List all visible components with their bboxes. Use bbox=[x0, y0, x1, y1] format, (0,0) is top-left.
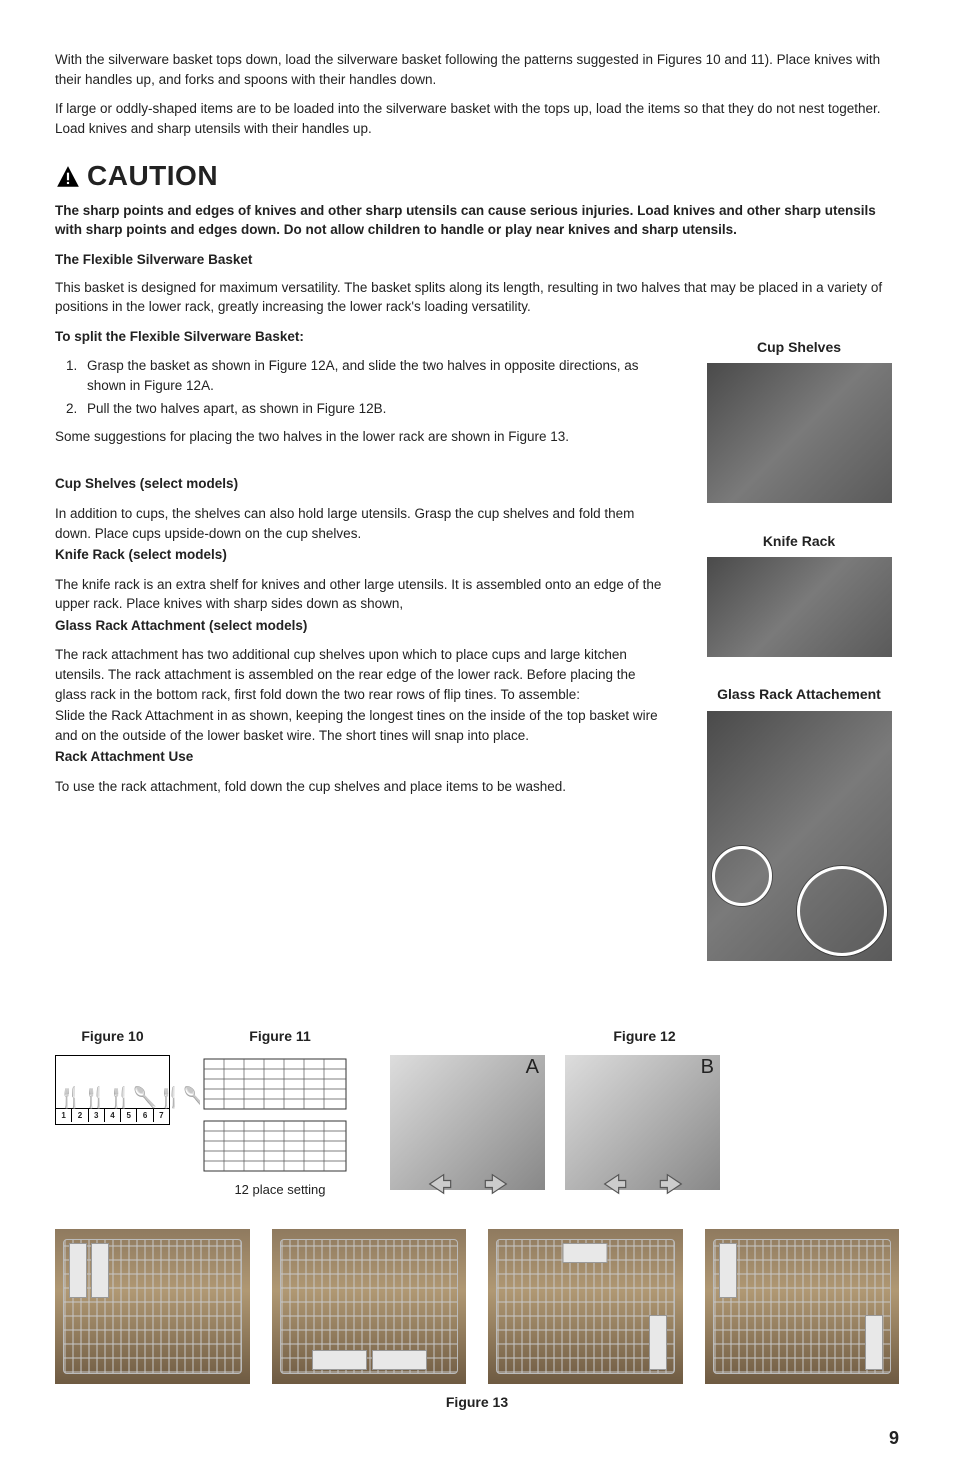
knife-rack-image bbox=[707, 557, 892, 657]
cup-shelves-heading: Cup Shelves (select models) bbox=[55, 474, 669, 494]
page-number: 9 bbox=[55, 1425, 899, 1451]
figure-12-label: Figure 12 bbox=[390, 1026, 899, 1046]
cup-shelves-p1: In addition to cups, the shelves can als… bbox=[55, 504, 669, 543]
figure-12b-letter: B bbox=[701, 1053, 714, 1082]
flex-basket-heading: The Flexible Silverware Basket bbox=[55, 250, 899, 270]
figure-13-panel-4 bbox=[705, 1229, 900, 1384]
knife-rack-p1: The knife rack is an extra shelf for kni… bbox=[55, 575, 669, 614]
figure-13-label: Figure 13 bbox=[55, 1392, 899, 1412]
figure-10-image: 🍴🍴🍴🥄🍴🥄🍴 1234567 bbox=[55, 1055, 170, 1125]
figure-12: A B bbox=[390, 1055, 899, 1190]
figure-12b-image: B bbox=[565, 1055, 720, 1190]
intro-paragraph-2: If large or oddly-shaped items are to be… bbox=[55, 99, 899, 138]
flex-basket-p2: Some suggestions for placing the two hal… bbox=[55, 427, 669, 447]
figure-10: Figure 10 🍴🍴🍴🥄🍴🥄🍴 1234567 bbox=[55, 1026, 170, 1124]
caution-heading-text: CAUTION bbox=[87, 156, 218, 197]
rack-use-p1: To use the rack attachment, fold down th… bbox=[55, 777, 669, 797]
figure-10-label: Figure 10 bbox=[55, 1026, 170, 1046]
glass-rack-image bbox=[707, 711, 892, 961]
knife-rack-heading: Knife Rack (select models) bbox=[55, 545, 669, 565]
split-heading: To split the Flexible Silverware Basket: bbox=[55, 327, 669, 347]
figure-11-image bbox=[200, 1055, 350, 1175]
rack-use-heading: Rack Attachment Use bbox=[55, 747, 669, 767]
split-step-2: Pull the two halves apart, as shown in F… bbox=[81, 399, 669, 419]
figure-row-top: Figure 10 🍴🍴🍴🥄🍴🥄🍴 1234567 Figure 11 bbox=[55, 1026, 899, 1199]
glass-rack-p1: The rack attachment has two additional c… bbox=[55, 645, 669, 704]
split-steps: Grasp the basket as shown in Figure 12A,… bbox=[55, 356, 669, 419]
flex-basket-p1: This basket is designed for maximum vers… bbox=[55, 278, 899, 317]
cup-shelves-image bbox=[707, 363, 892, 503]
figure-13-panel-2 bbox=[272, 1229, 467, 1384]
glass-rack-side-label: Glass Rack Attachement bbox=[699, 684, 899, 704]
figure-11-caption: 12 place setting bbox=[200, 1181, 360, 1200]
glass-rack-heading: Glass Rack Attachment (select models) bbox=[55, 616, 669, 636]
figure-row-bottom bbox=[55, 1229, 899, 1384]
split-step-1: Grasp the basket as shown in Figure 12A,… bbox=[81, 356, 669, 395]
figure-10-slots: 1234567 bbox=[56, 1108, 169, 1123]
glass-rack-p2: Slide the Rack Attachment in as shown, k… bbox=[55, 706, 669, 745]
figure-13-panel-3 bbox=[488, 1229, 683, 1384]
intro-paragraph-1: With the silverware basket tops down, lo… bbox=[55, 50, 899, 89]
figure-12a-arrows bbox=[425, 1170, 511, 1198]
figure-12a-letter: A bbox=[526, 1053, 539, 1082]
figure-12b-arrows bbox=[600, 1170, 686, 1198]
caution-heading: CAUTION bbox=[55, 156, 899, 197]
cup-shelves-side-label: Cup Shelves bbox=[699, 337, 899, 357]
figure-13-panel-1 bbox=[55, 1229, 250, 1384]
caution-body: The sharp points and edges of knives and… bbox=[55, 201, 899, 240]
figure-12a-image: A bbox=[390, 1055, 545, 1190]
figure-11: Figure 11 12 place setting bbox=[200, 1026, 360, 1199]
figure-11-label: Figure 11 bbox=[200, 1026, 360, 1046]
knife-rack-side-label: Knife Rack bbox=[699, 531, 899, 551]
warning-triangle-icon bbox=[55, 164, 81, 190]
